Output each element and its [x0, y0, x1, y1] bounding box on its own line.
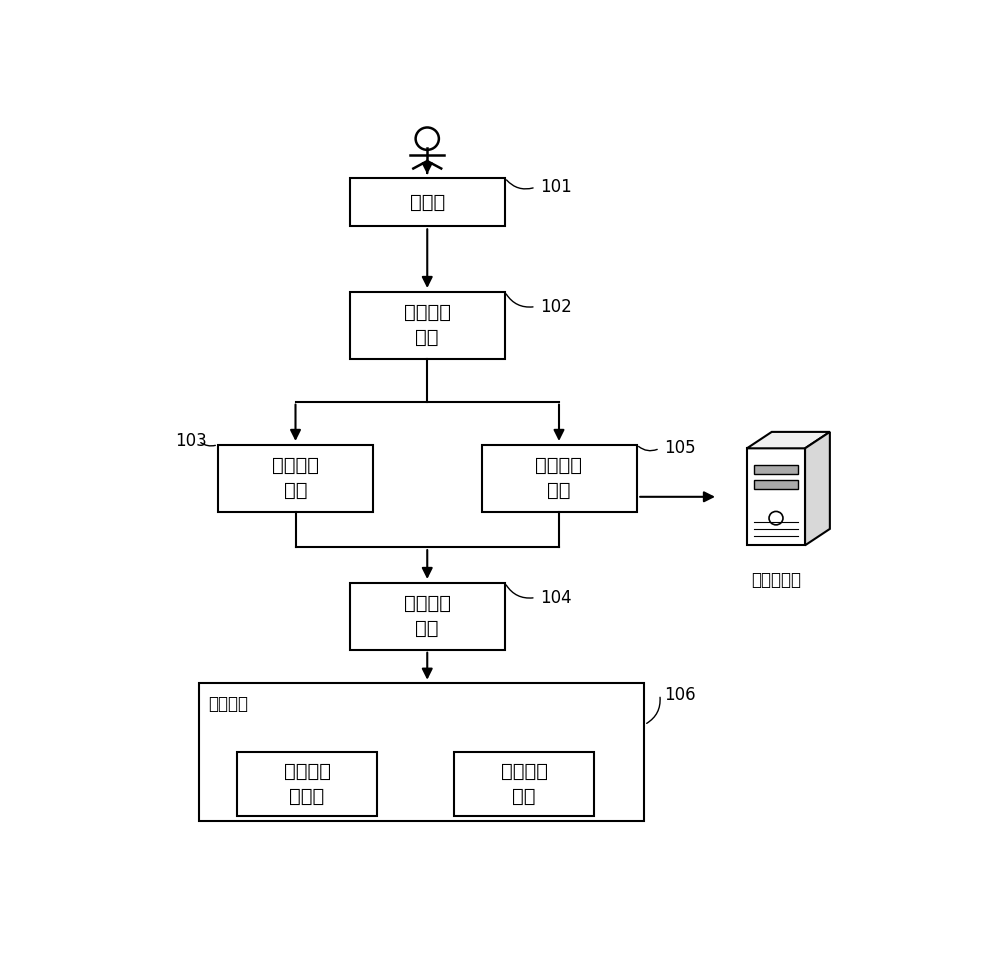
Bar: [754, 465, 798, 474]
Text: 数据导出
模块: 数据导出 模块: [536, 456, 582, 500]
Bar: [237, 752, 377, 816]
Bar: [754, 480, 798, 488]
Bar: [350, 582, 505, 650]
Text: 102: 102: [540, 297, 571, 316]
Text: 104: 104: [540, 588, 571, 607]
Text: 登录管理
模块: 登录管理 模块: [404, 594, 451, 639]
Bar: [199, 683, 644, 822]
Text: 105: 105: [664, 439, 695, 457]
Bar: [350, 178, 505, 227]
Text: 目标服务器: 目标服务器: [751, 572, 801, 589]
Polygon shape: [747, 432, 830, 449]
Text: 任务管理
模块: 任务管理 模块: [404, 303, 451, 347]
Bar: [218, 445, 373, 512]
Bar: [454, 752, 594, 816]
Bar: [350, 292, 505, 359]
Text: 多源异构
数据源: 多源异构 数据源: [284, 762, 331, 806]
Polygon shape: [805, 432, 830, 546]
Text: 106: 106: [664, 685, 695, 703]
Text: 数据管理
模块: 数据管理 模块: [501, 762, 548, 806]
Text: 数据资产: 数据资产: [208, 695, 248, 712]
Text: 接入层: 接入层: [410, 193, 445, 211]
Text: 103: 103: [175, 432, 207, 450]
Text: 数据归集
模块: 数据归集 模块: [272, 456, 319, 500]
Bar: [747, 449, 805, 546]
Bar: [482, 445, 637, 512]
Text: 101: 101: [540, 178, 571, 196]
